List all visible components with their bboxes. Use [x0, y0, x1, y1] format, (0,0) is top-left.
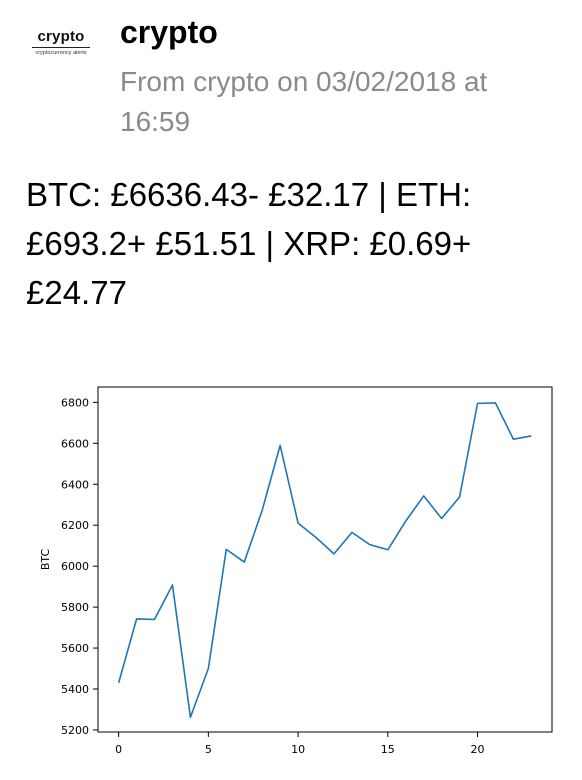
logo-tagline: cryptocurrency alerts: [35, 50, 87, 56]
y-tick-label: 5800: [61, 601, 89, 614]
btc-series-line: [117, 402, 532, 719]
y-tick-label: 6600: [61, 437, 89, 450]
notification-header: crypto cryptocurrency alerts crypto From…: [0, 0, 582, 150]
x-tick-label: 15: [381, 743, 395, 756]
logo-name: crypto: [37, 28, 85, 45]
x-tick-label: 10: [291, 743, 305, 756]
app-logo: crypto cryptocurrency alerts: [26, 28, 96, 64]
y-tick-label: 6200: [61, 519, 89, 532]
y-tick-label: 6000: [61, 560, 89, 573]
notification-meta: From crypto on 03/02/2018 at 16:59: [120, 66, 488, 137]
message-body: BTC: £6636.43- £32.17 | ETH: £693.2+ £51…: [26, 176, 472, 311]
y-tick-label: 5400: [61, 683, 89, 696]
y-tick-label: 6800: [61, 396, 89, 409]
y-tick-label: 5600: [61, 642, 89, 655]
x-tick-label: 0: [115, 743, 122, 756]
y-tick-label: 5200: [61, 724, 89, 737]
x-tick-label: 5: [205, 743, 212, 756]
y-tick-label: 6400: [61, 478, 89, 491]
btc-line-chart: 5200 5400 5600 5800 6000 6200 6400 6600 6800 0 5 10…: [39, 386, 553, 756]
sender-name: crypto: [120, 14, 218, 50]
x-tick-label: 20: [471, 743, 485, 756]
plot-frame: [97, 386, 553, 733]
y-axis-label: BTC: [39, 549, 52, 571]
logo-divider: [32, 47, 90, 48]
